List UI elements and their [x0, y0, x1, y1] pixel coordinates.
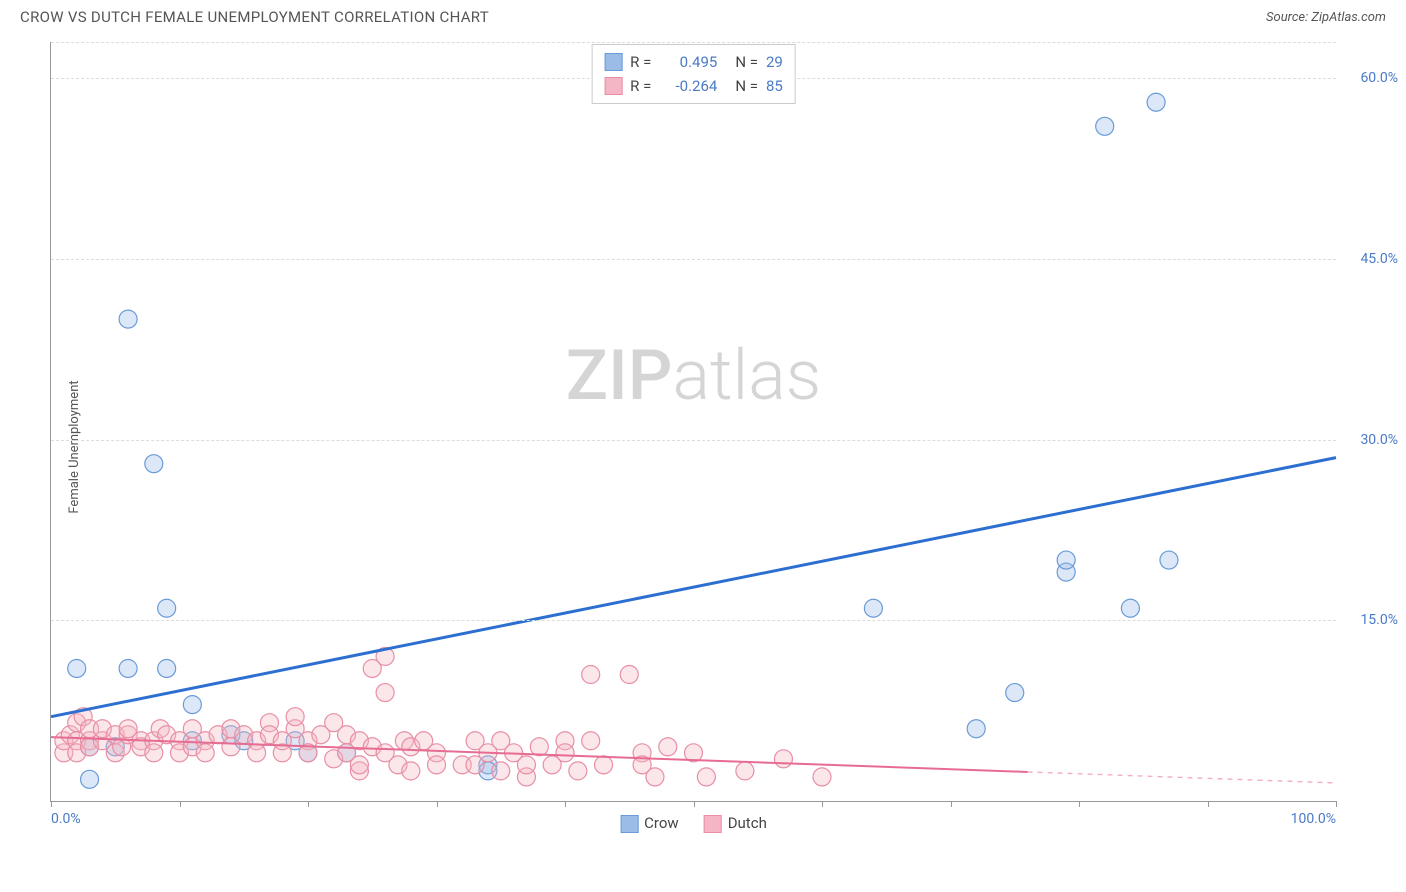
- y-tick-label: 60.0%: [1360, 70, 1398, 86]
- data-point: [582, 732, 600, 750]
- gridline: [51, 42, 1336, 43]
- gridline: [51, 440, 1336, 441]
- x-tick: [951, 801, 952, 807]
- data-point: [248, 744, 266, 762]
- data-point: [145, 744, 163, 762]
- data-point: [286, 708, 304, 726]
- data-point: [556, 744, 574, 762]
- legend-swatch: [604, 53, 622, 71]
- data-point: [517, 756, 535, 774]
- r-label: R =: [630, 74, 651, 98]
- x-tick: [822, 801, 823, 807]
- data-point: [350, 756, 368, 774]
- data-point: [569, 762, 587, 780]
- data-point: [492, 762, 510, 780]
- n-label: N =: [735, 50, 758, 74]
- n-value: 29: [766, 50, 783, 74]
- n-value: 85: [766, 74, 783, 98]
- legend-row: R = -0.264 N = 85: [604, 74, 783, 98]
- n-label: N =: [735, 74, 758, 98]
- data-point: [1147, 93, 1165, 111]
- data-point: [183, 696, 201, 714]
- data-point: [967, 720, 985, 738]
- data-point: [119, 659, 137, 677]
- data-point: [813, 768, 831, 786]
- data-point: [1057, 551, 1075, 569]
- trend-line-dashed: [1028, 772, 1336, 783]
- data-point: [68, 659, 86, 677]
- legend-label: Crow: [644, 814, 679, 832]
- y-tick-label: 45.0%: [1360, 251, 1398, 267]
- gridline: [51, 259, 1336, 260]
- series-legend: Crow Dutch: [620, 814, 767, 833]
- x-tick: [437, 801, 438, 807]
- chart-container: Female Unemployment ZIPatlas R = 0.495 N…: [0, 32, 1406, 862]
- legend-swatch: [704, 815, 722, 833]
- scatter-svg: [51, 42, 1336, 801]
- r-value: -0.264: [659, 74, 717, 98]
- data-point: [774, 750, 792, 768]
- chart-title: CROW VS DUTCH FEMALE UNEMPLOYMENT CORREL…: [20, 8, 489, 26]
- legend-row: R = 0.495 N = 29: [604, 50, 783, 74]
- data-point: [1006, 684, 1024, 702]
- x-tick: [308, 801, 309, 807]
- data-point: [595, 756, 613, 774]
- x-tick-label: 100.0%: [1291, 811, 1336, 827]
- plot-area: ZIPatlas R = 0.495 N = 29 R = -0.264 N =…: [50, 42, 1336, 802]
- data-point: [620, 666, 638, 684]
- r-value: 0.495: [659, 50, 717, 74]
- data-point: [158, 599, 176, 617]
- data-point: [119, 310, 137, 328]
- x-tick: [1208, 801, 1209, 807]
- data-point: [864, 599, 882, 617]
- legend-label: Dutch: [728, 814, 767, 832]
- data-point: [582, 666, 600, 684]
- y-tick-label: 30.0%: [1360, 432, 1398, 448]
- r-label: R =: [630, 50, 651, 74]
- x-tick-label: 0.0%: [51, 811, 81, 827]
- gridline: [51, 620, 1336, 621]
- data-point: [158, 659, 176, 677]
- data-point: [736, 762, 754, 780]
- x-tick: [694, 801, 695, 807]
- y-tick-label: 15.0%: [1360, 612, 1398, 628]
- legend-item: Crow: [620, 814, 679, 833]
- x-tick: [565, 801, 566, 807]
- data-point: [1096, 117, 1114, 135]
- data-point: [1121, 599, 1139, 617]
- source-label: Source: ZipAtlas.com: [1266, 10, 1386, 25]
- trend-line: [51, 458, 1336, 717]
- x-tick: [51, 801, 52, 807]
- legend-swatch: [604, 77, 622, 95]
- data-point: [428, 756, 446, 774]
- data-point: [81, 770, 99, 788]
- data-point: [659, 738, 677, 756]
- x-tick: [1079, 801, 1080, 807]
- data-point: [145, 455, 163, 473]
- x-tick: [180, 801, 181, 807]
- data-point: [646, 768, 664, 786]
- legend-item: Dutch: [704, 814, 767, 833]
- correlation-legend: R = 0.495 N = 29 R = -0.264 N = 85: [591, 44, 796, 104]
- data-point: [402, 762, 420, 780]
- data-point: [697, 768, 715, 786]
- data-point: [530, 738, 548, 756]
- data-point: [376, 684, 394, 702]
- data-point: [196, 744, 214, 762]
- data-point: [1160, 551, 1178, 569]
- x-tick: [1336, 801, 1337, 807]
- legend-swatch: [620, 815, 638, 833]
